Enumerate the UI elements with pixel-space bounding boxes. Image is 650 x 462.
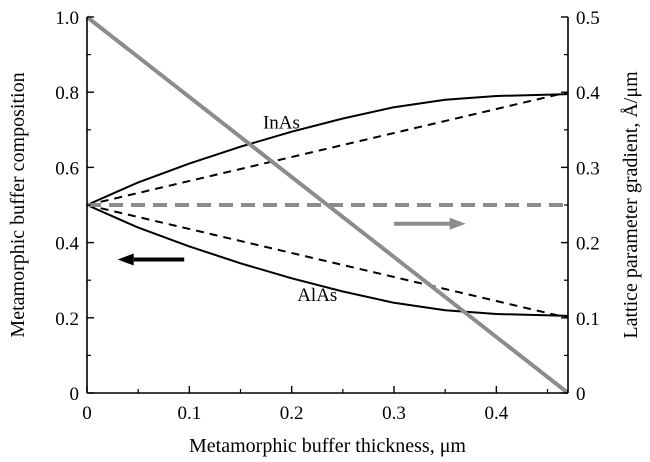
y-left-tick-label: 0.2 (55, 309, 79, 330)
y-right-tick-label: 0.1 (576, 309, 600, 330)
y-right-tick-label: 0.4 (576, 83, 600, 104)
y-right-tick-label: 0.2 (576, 234, 600, 255)
series-line-alas (86, 204, 569, 317)
series-line-dashed-2 (86, 91, 569, 206)
y-left-tick-label: 0.4 (55, 234, 79, 255)
x-axis-label: Metamorphic buffer thickness, μm (189, 435, 466, 457)
y-right-tick-label: 0.3 (576, 158, 600, 179)
y-left-tick-label: 0 (70, 384, 80, 405)
axis-indicator-arrow-left (117, 253, 185, 266)
y-left-tick-label: 0.6 (55, 158, 79, 179)
series-line-dashed-3 (86, 204, 569, 319)
y-axis-right-label: Lattice parameter gradient, Å/μm (620, 71, 642, 339)
series-line-inas (86, 93, 569, 206)
y-left-tick-label: 0.8 (55, 83, 79, 104)
plot-area: InAs AlAs (85, 15, 570, 395)
x-tick-label: 0 (82, 403, 92, 424)
y-right-tick-label: 0 (576, 384, 586, 405)
axes: 0 0.1 0.2 0.3 0.4 0 0.2 0.4 0.6 0.8 1.0 0 0.1 0.2 0.3 0… (55, 8, 600, 424)
x-tick-label: 0.3 (382, 403, 406, 424)
annotation-inas: InAs (263, 112, 300, 133)
series-line-solid-4 (85, 15, 570, 395)
y-axis-left-label: Metamorphic buffer composition (7, 72, 29, 337)
y-left-tick-label: 1.0 (55, 8, 79, 29)
x-tick-label: 0.1 (177, 403, 201, 424)
x-tick-label: 0.2 (280, 403, 304, 424)
x-tick-label: 0.4 (484, 403, 508, 424)
axis-indicator-arrow-right (394, 217, 466, 230)
annotation-alas: AlAs (297, 285, 337, 306)
y-right-tick-label: 0.5 (576, 8, 600, 29)
